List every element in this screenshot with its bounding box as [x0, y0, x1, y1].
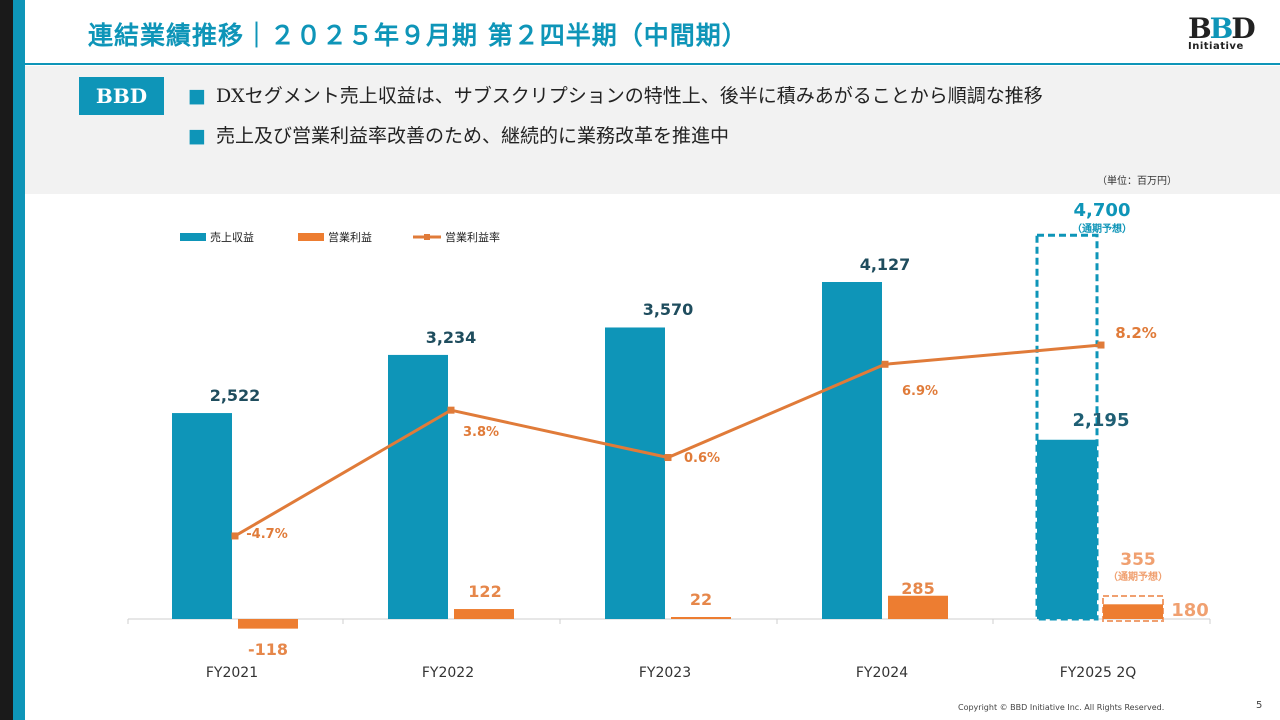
legend-swatch-revenue	[180, 233, 206, 241]
profit-bar	[1103, 604, 1163, 619]
revenue-bar	[605, 327, 665, 619]
summary-bullet-2: ■ 売上及び営業利益率改善のため、継続的に業務改革を推進中	[188, 121, 729, 148]
logo-mark: BBD	[1188, 12, 1256, 45]
legend-swatch-profit	[298, 233, 324, 241]
profit-bar	[454, 609, 514, 619]
page-title: 連結業績推移｜２０２５年９月期 第２四半期（中間期）	[88, 21, 748, 50]
revenue-bar	[172, 413, 232, 619]
profit-label: 285	[901, 579, 934, 598]
category-label: FY2025 2Q	[1060, 665, 1137, 681]
margin-label: 3.8%	[463, 425, 499, 440]
copyright-text: Copyright © BBD Initiative Inc. All Righ…	[958, 703, 1165, 712]
legend-label-revenue: 売上収益	[210, 230, 254, 244]
revenue-label: 3,234	[426, 328, 477, 347]
margin-point	[881, 360, 889, 368]
company-logo: BBD Initiative	[1188, 12, 1258, 62]
summary-panel	[25, 66, 1280, 194]
revenue-bar	[1037, 439, 1097, 619]
legend-label-margin: 営業利益率	[445, 230, 500, 244]
margin-point	[447, 406, 455, 414]
profit-forecast-label: 355	[1120, 550, 1156, 570]
profit-forecast-note: （通期予想）	[1108, 570, 1168, 583]
category-label: FY2022	[422, 665, 474, 681]
margin-label: -4.7%	[246, 527, 287, 542]
revenue-forecast-label: 4,700	[1074, 200, 1131, 221]
summary-bullet-text: 売上及び営業利益率改善のため、継続的に業務改革を推進中	[215, 125, 729, 147]
revenue-label: 2,195	[1073, 410, 1130, 431]
category-label: FY2024	[856, 665, 908, 681]
margin-line	[234, 343, 1102, 538]
summary-tag: BBD	[79, 77, 164, 115]
legend-marker-margin	[424, 234, 430, 240]
profit-label: 22	[690, 590, 712, 609]
revenue-bar	[822, 282, 882, 619]
page-number: 5	[1256, 700, 1263, 711]
profit-bar	[888, 595, 948, 619]
category-label: FY2023	[639, 665, 691, 681]
unit-note: （単位：百万円）	[1097, 176, 1177, 187]
revenue-forecast-note: （通期予想）	[1072, 222, 1132, 235]
margin-label: 8.2%	[1115, 324, 1157, 342]
legend-label-profit: 営業利益	[328, 230, 372, 244]
profit-bar	[238, 619, 298, 629]
margin-point	[664, 454, 672, 462]
profit-label: 122	[468, 582, 501, 601]
bullet-square-icon: ■	[188, 85, 206, 107]
category-label: FY2021	[206, 665, 258, 681]
revenue-label: 2,522	[210, 386, 261, 405]
profit-label: -118	[248, 640, 288, 659]
margin-point	[231, 532, 239, 540]
title-divider	[25, 63, 1280, 65]
margin-label: 0.6%	[684, 451, 720, 466]
revenue-label: 3,570	[643, 300, 694, 319]
logo-subtext: Initiative	[1188, 41, 1244, 52]
bullet-square-icon: ■	[188, 125, 206, 147]
summary-bullet-1: ■ DXセグメント売上収益は、サブスクリプションの特性上、後半に積みあがることから…	[188, 81, 1043, 108]
summary-bullet-text: DXセグメント売上収益は、サブスクリプションの特性上、後半に積みあがることから順…	[215, 85, 1043, 107]
revenue-bar	[388, 354, 448, 619]
left-accent-stripe	[13, 0, 25, 720]
margin-point	[1097, 341, 1105, 349]
profit-bar	[671, 617, 731, 619]
profit-label: 180	[1171, 600, 1209, 621]
left-dark-stripe	[0, 0, 13, 720]
revenue-label: 4,127	[860, 255, 911, 274]
margin-label: 6.9%	[902, 384, 938, 399]
